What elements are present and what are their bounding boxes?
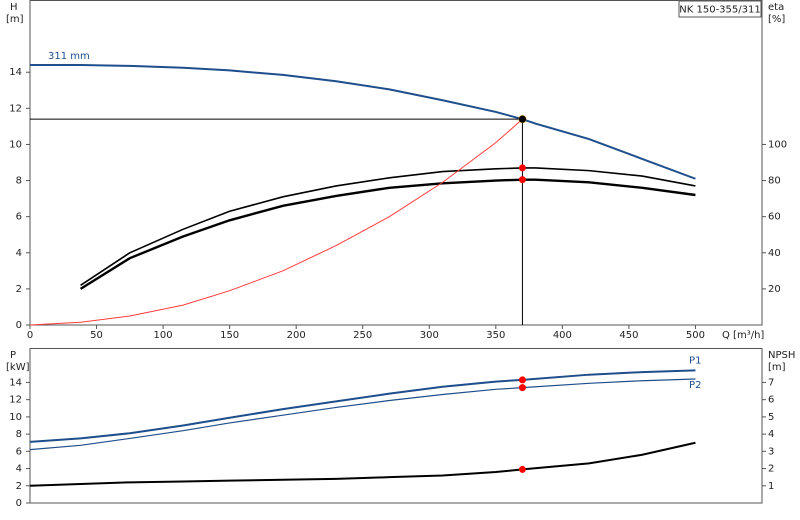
y-tick-label: 10 xyxy=(9,139,22,150)
operating-point xyxy=(518,176,526,184)
x-tick-label: 300 xyxy=(420,330,439,341)
y-tick-label: 4 xyxy=(16,248,22,259)
x-tick-label: 400 xyxy=(553,330,572,341)
operating-point xyxy=(518,465,526,473)
y-tick-label: 12 xyxy=(9,103,22,114)
y-tick-label: 0 xyxy=(16,320,22,331)
x-tick-label: 450 xyxy=(619,330,638,341)
series-label: 311 mm xyxy=(48,51,90,62)
x-tick-label: 500 xyxy=(686,330,705,341)
y2-tick-label: 100 xyxy=(768,139,787,150)
series-line xyxy=(79,178,696,290)
series-line xyxy=(29,441,696,487)
y2-axis-unit: [%] xyxy=(768,14,785,25)
y2-tick-label: 40 xyxy=(768,248,781,259)
y2-tick-label: 20 xyxy=(768,284,781,295)
y-axis-unit: [kW] xyxy=(6,362,30,373)
operating-point xyxy=(518,384,526,392)
y-tick-label: 12 xyxy=(9,395,22,406)
y2-tick-label: 7 xyxy=(768,377,774,388)
y-tick-label: 10 xyxy=(9,412,22,423)
operating-point xyxy=(518,376,526,384)
y2-tick-label: 6 xyxy=(768,395,774,406)
y-tick-label: 2 xyxy=(16,481,22,492)
y2-tick-label: 5 xyxy=(768,412,774,423)
series-line xyxy=(29,369,696,443)
x-tick-label: 0 xyxy=(27,330,33,341)
x-tick-label: 50 xyxy=(90,330,103,341)
y-axis-label: H xyxy=(10,2,18,13)
x-tick-label: 100 xyxy=(154,330,173,341)
plot-frame xyxy=(29,0,763,326)
x-tick-label: 200 xyxy=(287,330,306,341)
y2-tick-label: 60 xyxy=(768,212,781,223)
y2-tick-label: 4 xyxy=(768,429,774,440)
y-tick-label: 6 xyxy=(16,212,22,223)
y2-tick-label: 2 xyxy=(768,464,774,475)
operating-point xyxy=(518,115,526,123)
y-tick-label: 14 xyxy=(9,377,22,388)
y2-tick-label: 1 xyxy=(768,481,774,492)
y-tick-label: 8 xyxy=(16,429,22,440)
series-line xyxy=(29,378,696,451)
y-tick-label: 6 xyxy=(16,446,22,457)
y2-axis-unit: [m] xyxy=(768,362,786,373)
y-tick-label: 4 xyxy=(16,464,22,475)
y-axis-unit: [m] xyxy=(6,14,24,25)
y2-tick-label: 3 xyxy=(768,446,774,457)
operating-point xyxy=(518,164,526,172)
chart-title: NK 150-355/311 xyxy=(679,5,760,16)
x-axis-label: Q [m³/h] xyxy=(722,330,764,341)
series-label: P1 xyxy=(689,355,701,366)
x-tick-label: 250 xyxy=(353,330,372,341)
series-line xyxy=(30,64,696,180)
y2-axis-label: eta xyxy=(768,2,784,13)
series-label: P2 xyxy=(689,380,701,391)
y-tick-label: 14 xyxy=(9,67,22,78)
y2-axis-label: NPSH xyxy=(768,350,795,361)
y2-tick-label: 80 xyxy=(768,176,781,187)
x-tick-label: 350 xyxy=(486,330,505,341)
title-box xyxy=(678,0,762,18)
plot-frame xyxy=(29,348,763,504)
series-line xyxy=(80,167,696,286)
y-tick-label: 8 xyxy=(16,176,22,187)
y-tick-label: 0 xyxy=(16,498,22,509)
y-axis-label: P xyxy=(10,350,16,361)
x-tick-label: 150 xyxy=(220,330,239,341)
series-line xyxy=(29,118,523,326)
y-tick-label: 2 xyxy=(16,284,22,295)
